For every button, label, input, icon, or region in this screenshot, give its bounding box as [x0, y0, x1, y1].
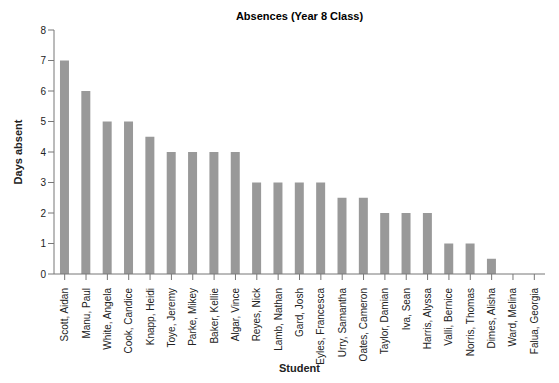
- svg-text:Toye, Jeremy: Toye, Jeremy: [166, 288, 177, 347]
- svg-text:Cook, Candice: Cook, Candice: [123, 288, 134, 354]
- svg-text:8: 8: [40, 25, 46, 36]
- svg-text:Falua, Georgia: Falua, Georgia: [529, 288, 540, 355]
- svg-text:Taylor, Damian: Taylor, Damian: [379, 288, 390, 354]
- svg-text:Norris, Thomas: Norris, Thomas: [465, 288, 476, 356]
- svg-text:Eyles, Francesca: Eyles, Francesca: [315, 288, 326, 365]
- svg-text:Dimes, Alisha: Dimes, Alisha: [486, 288, 497, 349]
- svg-text:Days absent: Days absent: [12, 119, 24, 184]
- svg-text:Harris, Alyssa: Harris, Alyssa: [422, 288, 433, 350]
- svg-text:Knapp, Heidi: Knapp, Heidi: [145, 288, 156, 345]
- svg-text:Parke, Mikey: Parke, Mikey: [187, 288, 198, 346]
- svg-text:Scott, Aidan: Scott, Aidan: [59, 288, 70, 341]
- html-text:Absences (Year 8 Class): Absences (Year 8 Class): [235, 10, 364, 22]
- svg-text:5: 5: [40, 116, 46, 127]
- svg-text:0: 0: [40, 269, 46, 280]
- svg-text:Iva, Sean: Iva, Sean: [401, 288, 412, 330]
- svg-text:3: 3: [40, 177, 46, 188]
- svg-text:Student: Student: [279, 362, 320, 374]
- svg-text:1: 1: [40, 238, 46, 249]
- svg-text:4: 4: [40, 147, 46, 158]
- svg-text:Urry, Samantha: Urry, Samantha: [337, 288, 348, 358]
- svg-text:Baker, Kellie: Baker, Kellie: [209, 288, 220, 344]
- svg-text:White, Angela: White, Angela: [102, 288, 113, 350]
- svg-text:Manu, Paul: Manu, Paul: [81, 288, 92, 339]
- svg-text:Gard, Josh: Gard, Josh: [294, 288, 305, 337]
- svg-text:Algar, Vince: Algar, Vince: [230, 288, 241, 342]
- svg-text:Reyes, Nick: Reyes, Nick: [251, 287, 262, 341]
- svg-text:2: 2: [40, 208, 46, 219]
- svg-text:Valli, Bernice: Valli, Bernice: [443, 288, 454, 346]
- svg-text:Oates, Cameron: Oates, Cameron: [358, 288, 369, 361]
- svg-text:Lamb, Nathan: Lamb, Nathan: [273, 288, 284, 351]
- svg-text:7: 7: [40, 55, 46, 66]
- svg-text:Ward, Melina: Ward, Melina: [507, 288, 518, 347]
- svg-text:6: 6: [40, 86, 46, 97]
